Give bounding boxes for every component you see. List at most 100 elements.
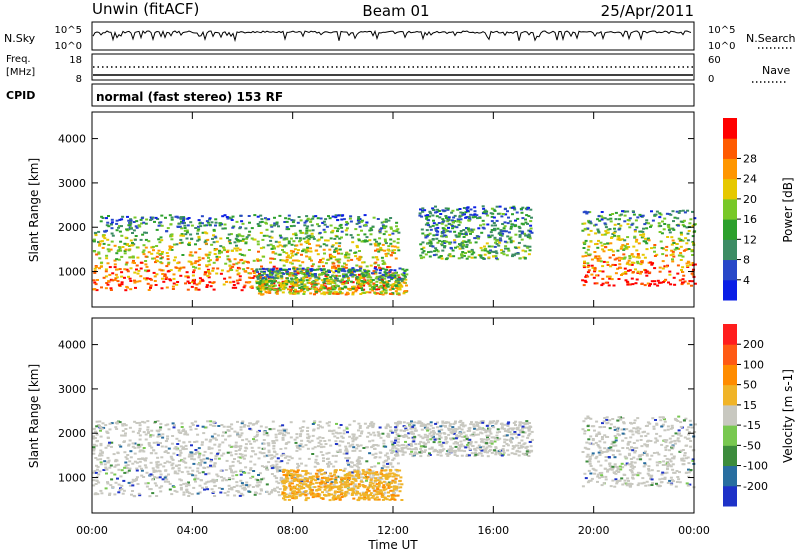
echo-cell [454, 234, 458, 237]
echo-cell [372, 422, 376, 425]
echo-cell [252, 423, 256, 426]
echo-cell [292, 274, 296, 277]
echo-cell [656, 279, 660, 282]
echo-cell [142, 249, 146, 252]
echo-cell [122, 489, 126, 492]
echo-cell [269, 268, 273, 271]
echo-cell [490, 220, 494, 223]
echo-cell [208, 218, 211, 221]
echo-cell [451, 227, 455, 230]
echo-cell [268, 290, 272, 293]
echo-cell [382, 284, 386, 287]
echo-cell [204, 239, 208, 242]
echo-cell [92, 427, 96, 430]
echo-cell [144, 433, 148, 436]
echo-cell [285, 252, 289, 255]
echo-cell [105, 282, 109, 284]
echo-cell [429, 241, 433, 244]
echo-cell [690, 249, 694, 252]
echo-cell [329, 280, 333, 283]
echo-cell [146, 282, 150, 285]
echo-cell [391, 479, 395, 482]
echo-cell [358, 257, 362, 260]
echo-cell [371, 487, 375, 490]
echo-cell [377, 433, 381, 435]
echo-cell [329, 276, 333, 279]
echo-cell [384, 286, 388, 289]
echo-cell [176, 472, 180, 475]
echo-cell [287, 214, 291, 217]
echo-cell [158, 486, 162, 489]
echo-cell [233, 247, 237, 250]
echo-cell [686, 232, 690, 235]
echo-cell [402, 292, 406, 295]
echo-cell [650, 210, 653, 213]
y-tick-label: 4000 [58, 133, 86, 146]
echo-cell [320, 481, 324, 484]
echo-cell [373, 447, 376, 450]
echo-cell [593, 251, 597, 253]
echo-cell [490, 234, 494, 237]
echo-cell [623, 247, 627, 250]
echo-cell [593, 224, 596, 227]
echo-cell [145, 265, 149, 268]
echo-cell [100, 261, 104, 264]
echo-cell [631, 210, 635, 213]
echo-cell [139, 449, 143, 452]
echo-cell [360, 219, 364, 222]
echo-cell [142, 450, 146, 453]
echo-cell [107, 225, 111, 228]
echo-cell [691, 224, 695, 227]
echo-cell [521, 223, 525, 226]
echo-cell [495, 219, 499, 222]
echo-cell [115, 428, 119, 430]
echo-cell [177, 439, 181, 442]
echo-cell [96, 493, 100, 496]
echo-cell [454, 246, 457, 249]
echo-cell [131, 442, 135, 445]
echo-cell [384, 240, 387, 243]
echo-cell [311, 453, 315, 455]
echo-cell [170, 493, 174, 496]
echo-cell [353, 270, 357, 273]
echo-cell [296, 281, 300, 284]
echo-cell [403, 277, 407, 280]
echo-cell [104, 268, 108, 271]
echo-cell [285, 228, 289, 231]
echo-cell [111, 279, 115, 282]
echo-cell [95, 440, 99, 443]
echo-cell [247, 490, 251, 493]
echo-cell [487, 245, 491, 248]
echo-cell [128, 439, 132, 442]
echo-cell [116, 463, 120, 466]
echo-cell [582, 211, 586, 214]
echo-cell [435, 229, 439, 232]
echo-cell [528, 249, 532, 252]
echo-cell [363, 233, 367, 236]
echo-cell [460, 255, 464, 258]
echo-cell [295, 279, 299, 282]
echo-cell [342, 266, 346, 269]
echo-cell [299, 239, 303, 242]
echo-cell [274, 240, 278, 243]
echo-cell [492, 251, 496, 253]
echo-cell [226, 490, 230, 493]
echo-cell [177, 222, 181, 225]
echo-cell [385, 424, 389, 427]
echo-cell [354, 489, 358, 492]
echo-cell [282, 453, 286, 456]
echo-cell [221, 441, 225, 444]
echo-cell [127, 275, 130, 278]
echo-cell [328, 499, 332, 502]
echo-cell [396, 462, 400, 465]
echo-cell [198, 491, 202, 494]
echo-cell [108, 492, 112, 495]
echo-cell [243, 424, 247, 426]
echo-cell [168, 482, 172, 485]
echo-cell [375, 256, 379, 259]
echo-cell [308, 256, 312, 259]
echo-cell [376, 431, 380, 434]
echo-cell [166, 423, 170, 426]
echo-cell [243, 488, 247, 491]
echo-cell [317, 225, 321, 228]
